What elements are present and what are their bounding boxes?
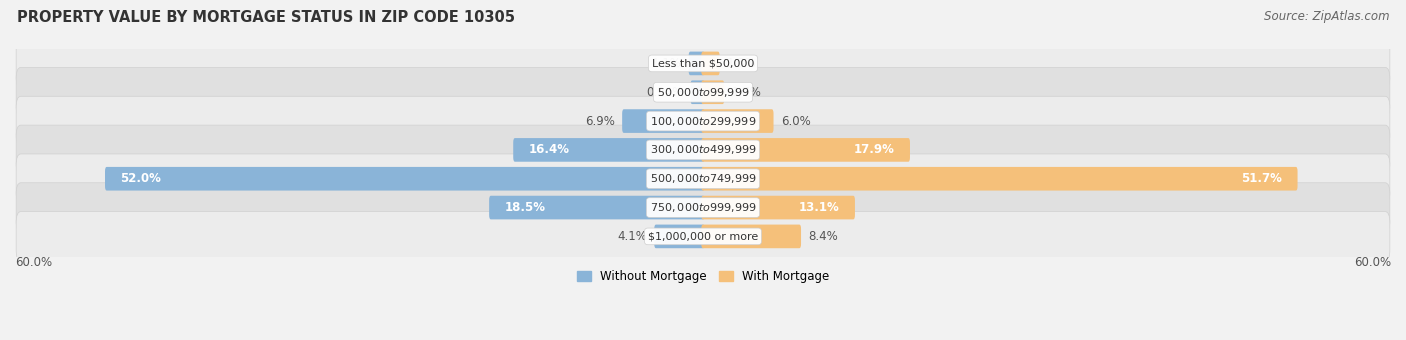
Text: 1.3%: 1.3%	[727, 57, 756, 70]
Text: 6.0%: 6.0%	[780, 115, 811, 128]
FancyBboxPatch shape	[702, 225, 801, 248]
Text: 1.1%: 1.1%	[651, 57, 682, 70]
Text: Source: ZipAtlas.com: Source: ZipAtlas.com	[1264, 10, 1389, 23]
Text: 13.1%: 13.1%	[799, 201, 839, 214]
FancyBboxPatch shape	[15, 67, 1391, 117]
Text: Less than $50,000: Less than $50,000	[652, 58, 754, 68]
FancyBboxPatch shape	[654, 225, 704, 248]
FancyBboxPatch shape	[15, 183, 1391, 232]
FancyBboxPatch shape	[513, 138, 704, 162]
FancyBboxPatch shape	[689, 52, 704, 75]
FancyBboxPatch shape	[15, 125, 1391, 175]
Text: 0.94%: 0.94%	[645, 86, 683, 99]
FancyBboxPatch shape	[15, 96, 1391, 146]
Text: 51.7%: 51.7%	[1241, 172, 1282, 185]
FancyBboxPatch shape	[702, 81, 724, 104]
FancyBboxPatch shape	[623, 109, 704, 133]
Text: PROPERTY VALUE BY MORTGAGE STATUS IN ZIP CODE 10305: PROPERTY VALUE BY MORTGAGE STATUS IN ZIP…	[17, 10, 515, 25]
Text: 6.9%: 6.9%	[585, 115, 614, 128]
Text: 1.7%: 1.7%	[731, 86, 762, 99]
Text: 8.4%: 8.4%	[808, 230, 838, 243]
Text: $750,000 to $999,999: $750,000 to $999,999	[650, 201, 756, 214]
FancyBboxPatch shape	[15, 39, 1391, 88]
FancyBboxPatch shape	[15, 154, 1391, 204]
FancyBboxPatch shape	[690, 81, 704, 104]
Text: 60.0%: 60.0%	[1354, 256, 1391, 269]
FancyBboxPatch shape	[702, 109, 773, 133]
FancyBboxPatch shape	[489, 196, 704, 219]
FancyBboxPatch shape	[15, 211, 1391, 261]
Text: 52.0%: 52.0%	[121, 172, 162, 185]
FancyBboxPatch shape	[702, 138, 910, 162]
Text: $1,000,000 or more: $1,000,000 or more	[648, 232, 758, 241]
Text: $100,000 to $299,999: $100,000 to $299,999	[650, 115, 756, 128]
FancyBboxPatch shape	[702, 196, 855, 219]
Text: $50,000 to $99,999: $50,000 to $99,999	[657, 86, 749, 99]
Text: 16.4%: 16.4%	[529, 143, 569, 156]
Text: 4.1%: 4.1%	[617, 230, 647, 243]
FancyBboxPatch shape	[702, 52, 720, 75]
FancyBboxPatch shape	[702, 167, 1298, 190]
Legend: Without Mortgage, With Mortgage: Without Mortgage, With Mortgage	[572, 266, 834, 288]
Text: 18.5%: 18.5%	[505, 201, 546, 214]
Text: $500,000 to $749,999: $500,000 to $749,999	[650, 172, 756, 185]
Text: $300,000 to $499,999: $300,000 to $499,999	[650, 143, 756, 156]
FancyBboxPatch shape	[105, 167, 704, 190]
Text: 17.9%: 17.9%	[853, 143, 894, 156]
Text: 60.0%: 60.0%	[15, 256, 52, 269]
